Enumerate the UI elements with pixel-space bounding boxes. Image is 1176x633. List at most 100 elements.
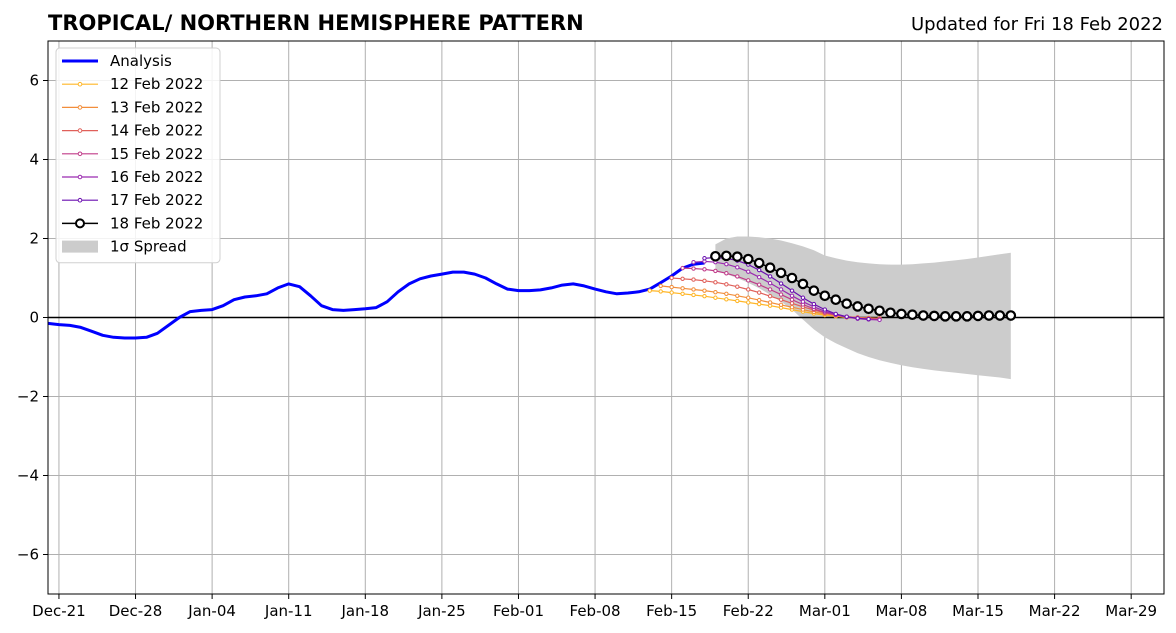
forecast-point: [778, 297, 784, 302]
forecast-point: [756, 297, 762, 303]
legend-marker: [77, 128, 83, 133]
x-tick-label: Jan-11: [264, 602, 313, 620]
forecast-point: [710, 250, 721, 262]
legend-swatch: [62, 240, 98, 253]
forecast-point: [767, 280, 773, 286]
x-tick-label: Feb-22: [723, 602, 774, 620]
forecast-point: [819, 290, 831, 302]
forecast-point: [691, 260, 696, 265]
x-tick-label: Mar-15: [952, 602, 1004, 620]
x-tick-label: Feb-08: [570, 602, 621, 620]
forecast-point: [775, 267, 787, 279]
forecast-point: [746, 287, 751, 292]
forecast-point: [713, 268, 718, 274]
forecast-point: [789, 305, 795, 310]
forecast-point: [789, 297, 795, 302]
forecast-point: [877, 317, 882, 323]
legend-label: 14 Feb 2022: [110, 122, 203, 140]
legend-label: 16 Feb 2022: [110, 168, 203, 186]
forecast-point: [702, 256, 707, 261]
forecast-point: [756, 282, 762, 287]
forecast-point: [756, 301, 762, 307]
legend-box: [55, 47, 221, 264]
chart-title: TROPICAL/ NORTHERN HEMISPHERE PATTERN: [48, 11, 584, 35]
forecast-line: [715, 255, 1011, 318]
x-tick-label: Mar-22: [1029, 602, 1081, 620]
forecast-point: [767, 300, 773, 305]
forecast-point: [800, 295, 806, 300]
tick-labels: Dec-21 Dec-28 Jan-04 Jan-11 Jan-18 Jan-25 Feb-…: [17, 72, 1157, 621]
forecast-point: [658, 283, 663, 289]
forecast-point: [789, 293, 795, 298]
forecast-point: [742, 253, 754, 265]
forecast-point: [691, 287, 696, 292]
forecast-point: [830, 294, 842, 306]
forecast-point: [731, 251, 743, 262]
forecast-point: [680, 265, 685, 271]
x-tick-label: Mar-01: [799, 602, 851, 620]
forecast-point: [863, 303, 874, 315]
y-tick-label: 4: [29, 151, 39, 169]
forecast-point: [822, 307, 828, 312]
y-tick-label: 2: [29, 230, 39, 248]
forecast-point: [885, 307, 896, 319]
forecast-point: [647, 288, 652, 293]
forecast-point: [691, 292, 696, 298]
x-tick-label: Jan-04: [187, 602, 236, 620]
forecast-point: [907, 309, 918, 321]
forecast-point: [778, 302, 784, 308]
forecast-point: [756, 275, 762, 280]
legend-label: 13 Feb 2022: [110, 98, 203, 116]
forecast-point: [724, 271, 729, 276]
forecast-point: [735, 265, 740, 270]
forecast-line: [704, 256, 869, 320]
forecast-point: [852, 301, 863, 312]
legend-label: 1σ Spread: [110, 238, 187, 256]
forecast-point: [721, 250, 732, 262]
x-tick-label: Dec-21: [32, 602, 86, 620]
forecast-point: [778, 281, 784, 286]
forecast-point: [753, 257, 765, 269]
forecast-point: [917, 310, 929, 321]
forecast-point: [746, 300, 751, 305]
forecast-point: [767, 293, 773, 299]
forecast-point: [767, 274, 773, 279]
forecast-point: [866, 316, 871, 322]
forecast-point: [724, 282, 729, 287]
forecast-point: [811, 301, 817, 307]
forecast-point: [680, 286, 685, 291]
forecast-point: [983, 310, 995, 321]
x-tick-label: Jan-18: [340, 602, 389, 620]
forecast-point: [789, 301, 795, 306]
forecast-point: [844, 314, 849, 319]
forecast-point: [756, 290, 762, 295]
legend-label: 17 Feb 2022: [110, 191, 203, 209]
forecast-point: [735, 284, 740, 289]
legend-marker: [77, 174, 83, 180]
forecast-point: [972, 310, 984, 322]
forecast-point: [691, 266, 696, 271]
forecast-point: [939, 311, 951, 322]
forecast-point: [808, 285, 820, 296]
forecast-line: [649, 290, 880, 320]
x-tick-label: Mar-29: [1105, 602, 1157, 620]
forecast-point: [680, 276, 685, 281]
forecast-point: [841, 298, 853, 309]
forecast-point: [724, 261, 729, 267]
forecast-point: [994, 310, 1006, 321]
forecast-point: [724, 297, 729, 302]
legend-label: 12 Feb 2022: [110, 75, 203, 93]
forecast-point: [961, 311, 973, 322]
forecast-point: [713, 280, 718, 285]
y-tick-label: −2: [17, 388, 39, 406]
forecast-point: [1005, 310, 1017, 321]
y-tick-label: −4: [17, 467, 39, 485]
forecast-point: [669, 290, 674, 295]
forecast-point: [746, 295, 751, 300]
forecast-point: [680, 291, 685, 296]
x-tick-label: Dec-28: [109, 602, 163, 620]
series-group: [47, 250, 1017, 340]
forecast-point: [778, 292, 784, 297]
forecast-point: [767, 287, 773, 292]
x-tick-label: Feb-15: [646, 602, 697, 620]
